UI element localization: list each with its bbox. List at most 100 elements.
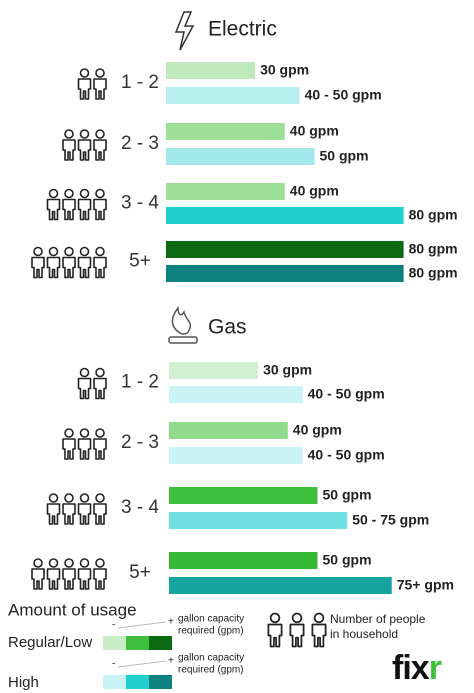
icon-head [291,612,303,624]
icon-head [48,246,59,257]
legend-swatch [149,675,172,689]
legend-capacity: required (gpm) [178,626,244,637]
legend-swatch [126,675,149,689]
legend-people: Number of people [330,612,426,626]
legend-swatch [103,675,126,689]
icon-body [77,198,92,221]
bar [166,241,404,258]
icon-body [77,503,92,525]
group-label: 1 - 2 [121,72,159,93]
icon-body [77,568,92,590]
icon-head [48,493,59,503]
bar [166,183,285,200]
icon-head [64,246,74,257]
icon-body [62,256,76,279]
group-label: 5+ [129,251,151,272]
icon-head [95,493,105,503]
bar [169,422,288,439]
group-label: 3 - 4 [121,193,159,214]
bar [169,447,303,464]
icon-body [93,377,107,400]
person-icon [267,612,283,648]
person-icon [289,612,305,648]
person-icon [311,612,327,648]
person-icon [93,428,107,460]
legend-swatch [149,636,172,650]
bar [169,386,303,403]
person-icon [93,493,107,525]
icon-body [93,78,107,100]
icon-head [95,558,105,568]
icon-body [77,78,92,100]
bar [166,123,285,140]
icon-head [33,246,43,257]
value-label: 80 gpm [409,265,458,281]
person-icon [62,188,76,221]
icon-head [48,188,59,199]
icon-body [93,568,107,590]
burner-icon [168,336,198,344]
legend-plus: + [168,617,174,628]
icon-head [64,188,74,199]
icon-body [311,623,327,648]
icon-body [62,503,76,525]
bar [169,512,348,529]
icon-head [95,68,105,78]
icon-body [31,568,45,590]
value-label: 50 gpm [323,487,372,503]
flame-icon [171,305,192,335]
icon-body [93,198,107,221]
icon-head [95,129,105,139]
value-label: 50 - 75 gpm [352,512,429,528]
bar [169,487,318,504]
icon-head [79,68,90,78]
icon-body [46,198,61,221]
icon-body [93,503,107,525]
group-label: 1 - 2 [121,372,159,393]
logo-accent: r [429,649,442,687]
person-icon [77,129,92,161]
icon-body [77,377,92,400]
legend-minus: - [112,620,115,631]
person-icon [93,558,107,590]
icon-body [77,139,92,161]
panel-title: Electric [208,18,277,41]
person-icon [93,188,107,221]
value-label: 40 gpm [293,422,342,438]
lightning-icon [174,11,195,51]
group-label: 3 - 4 [121,497,159,518]
icon-body [62,568,76,590]
bar [169,577,392,594]
icon-head [48,558,59,568]
person-icon [77,428,92,460]
bar [166,62,256,79]
icon-head [79,129,90,139]
person-icon [46,558,61,590]
group-label: 5+ [129,562,151,583]
icon-body [62,438,76,460]
person-icon [93,129,107,161]
value-label: 40 - 50 gpm [308,386,385,402]
icon-body [46,256,61,279]
person-icon [62,428,76,460]
value-label: 30 gpm [260,62,309,78]
person-icon [93,367,107,400]
person-icon [93,68,107,100]
person-icon [46,493,61,525]
person-icon [62,246,76,279]
icon-body [93,256,107,279]
icon-head [79,493,90,503]
icon-head [64,428,74,438]
person-icon [62,493,76,525]
bar [169,552,318,569]
icon-head [95,428,105,438]
icon-head [79,367,90,378]
legend-swatch [103,636,126,650]
bar [166,148,315,165]
icon-head [79,188,90,199]
icon-head [79,558,90,568]
logo-main: fix [392,649,430,687]
icon-body [46,568,61,590]
legend-capacity: required (gpm) [178,665,244,676]
